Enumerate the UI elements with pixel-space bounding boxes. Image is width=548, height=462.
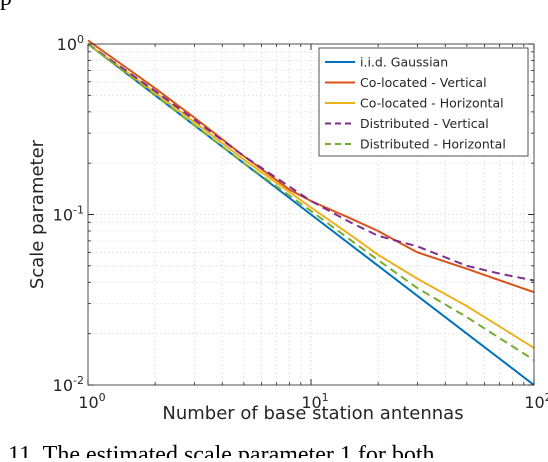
caption-fragment: 11. The estimated scale parameter 1 for … <box>8 442 435 458</box>
x-tick-label: 100 <box>78 391 105 412</box>
legend-label-4: Distributed - Vertical <box>360 116 489 131</box>
x-tick-label: 102 <box>524 391 548 412</box>
y-tick-label: 10-2 <box>53 374 84 395</box>
series-line-4 <box>87 43 535 282</box>
legend-label-1: i.i.d. Gaussian <box>360 55 448 70</box>
series-line-5 <box>87 43 535 361</box>
series-line-3 <box>87 43 535 349</box>
legend-label-3: Co-located - Horizontal <box>360 96 504 111</box>
caption-top-fragment: p <box>0 0 12 12</box>
x-tick-label: 101 <box>301 391 328 412</box>
x-axis-label: Number of base station antennas <box>162 403 463 424</box>
caption-wrap: 11. The estimated scale parameter 1 for … <box>0 440 548 458</box>
y-tick-label: 10-1 <box>53 204 84 225</box>
legend-label-2: Co-located - Vertical <box>360 75 487 90</box>
series-line-2 <box>87 39 535 294</box>
legend-label-5: Distributed - Horizontal <box>360 137 506 152</box>
y-tick-label: 100 <box>57 33 84 54</box>
y-axis-label: Scale parameter <box>27 139 48 289</box>
